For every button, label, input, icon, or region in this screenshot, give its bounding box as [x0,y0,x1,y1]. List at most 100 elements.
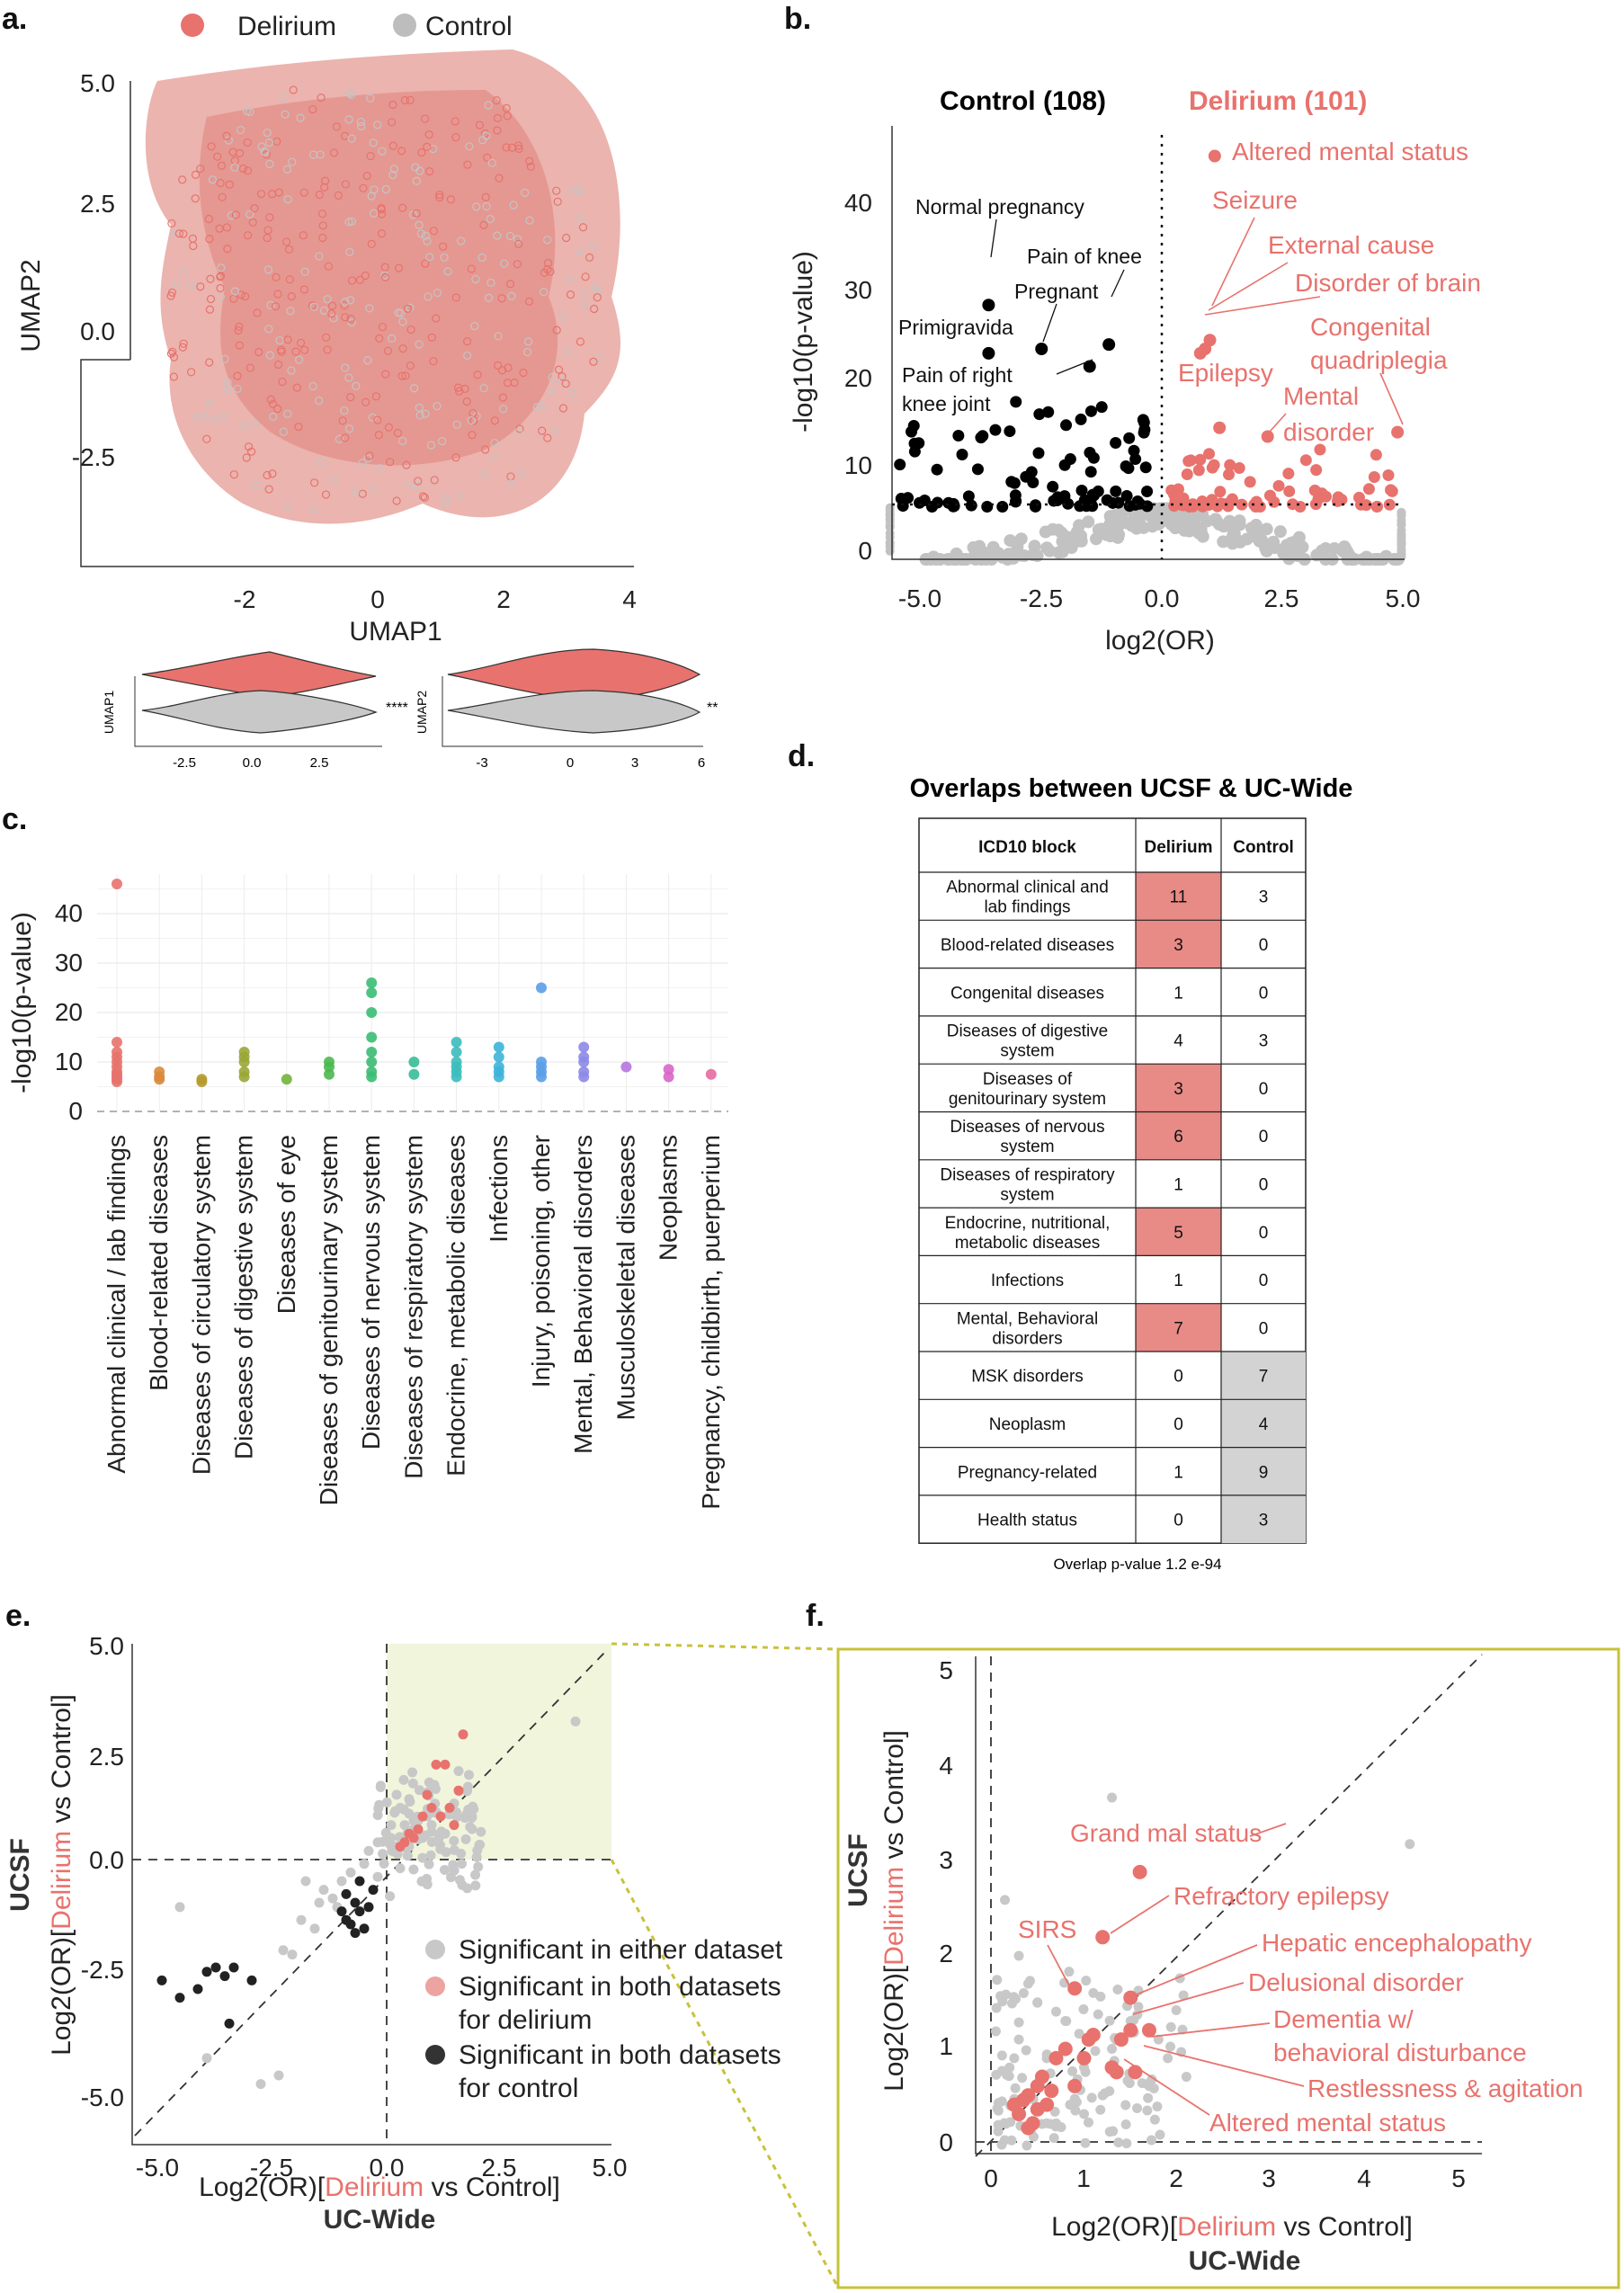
panel-a-label: a. [2,2,27,36]
umap-point [451,133,460,142]
volcano-point-delirium [1203,448,1216,460]
highlight-cell-delirium [1136,1111,1221,1160]
legend-control-label: Control [425,12,513,41]
scatter-point [1171,2005,1182,2016]
umap-point [376,464,385,473]
volcano-point-control [989,424,1002,436]
y-tick: 0 [939,2128,953,2156]
umap-point [462,397,471,406]
volcano-point-ns [1014,549,1028,562]
scatter-point [1121,2138,1132,2149]
umap-point [230,163,239,172]
scatter-point [454,1875,465,1886]
volcano-point-control [1139,461,1152,474]
strip-point [366,1031,378,1043]
umap-point [506,479,515,488]
umap-point [490,416,499,425]
scatter-point [309,1923,320,1934]
volcano-point-control [1032,447,1045,459]
x-tick: 5.0 [1386,584,1421,612]
umap-point [435,193,444,202]
umap-point [472,202,481,211]
y-tick: 0.0 [80,317,115,345]
umap-point [227,210,236,220]
scatter-point [470,1880,481,1891]
leader-line [1110,1895,1170,1934]
x-tick: 0 [984,2164,998,2192]
label-congenital: Congenital [1310,313,1431,341]
umap-point [566,186,576,195]
label-pain-of-right: Pain of right [902,363,1013,387]
umap-point [456,236,466,245]
scatter-point [246,1975,257,1985]
violin1-delirium [141,651,377,698]
legend-control-line2: for control [459,2074,578,2103]
strip-point [281,1074,292,1085]
volcano-point-ns [1396,511,1406,521]
scatter-point [1080,2137,1091,2148]
panel-b-axes [891,126,1405,560]
x-tick: 4 [1357,2164,1371,2192]
umap-point [481,192,490,202]
umap-point [558,312,567,321]
scatter-point [426,1826,437,1837]
label-normal-pregnancy: Normal pregnancy [915,195,1084,219]
scatter-point [991,2003,1002,2013]
table-cell-block: genitourinary system [949,1090,1106,1109]
umap-point [592,283,601,292]
umap-point [477,253,486,262]
ylabel-post: vs Control] [47,1694,76,1831]
umap-point [558,372,567,381]
volcano-labeled-point [1035,343,1048,355]
y-tick: -2.5 [81,1956,124,1984]
table-cell-block: Abnormal clinical and [946,879,1109,897]
volcano-point-control [1122,462,1135,475]
umap-point [272,272,281,281]
umap-point [578,223,588,232]
volcano-labeled-point [982,299,995,312]
umap-point [235,322,244,331]
strip-point [451,1047,462,1057]
category-label: Neoplasms [655,1135,683,1261]
panel-d-title: Overlaps between UCSF & UC-Wide [910,774,1353,803]
umap-point [281,110,290,119]
scatter-point [1149,2114,1160,2125]
volcano-point-delirium [1165,484,1178,496]
umap-point [329,475,338,485]
x-tick: 0.0 [1145,584,1180,612]
x-tick: 6 [698,755,705,771]
x-tick: -3 [476,755,487,771]
umap-point [192,414,201,423]
scatter-point [402,1851,413,1861]
umap-point [378,322,387,332]
y-tick: 0 [858,537,872,565]
xlabel-post: vs Control] [424,2173,560,2202]
scatter-point [1093,2009,1103,2020]
umap-point [398,317,407,326]
umap-point [544,258,553,268]
umap-point [347,217,356,226]
strip-point [493,1071,504,1083]
umap-point [219,413,228,422]
label-external-cause: External cause [1268,231,1434,259]
category-label: Abnormal clinical / lab findings [103,1135,130,1474]
category-label: Pregnancy, childbirth, puerperium [697,1135,725,1510]
scatter-point [201,2053,212,2064]
scatter-point [1004,2071,1014,2082]
umap-point [205,305,215,314]
table-cell-control: 4 [1259,1415,1269,1434]
umap-point [418,492,428,501]
umap-point [358,459,367,468]
umap-point [245,107,254,117]
scatter-point-labeled [1132,1864,1147,1879]
category-label: Mental, Behavioral disorders [569,1135,597,1454]
umap-point [296,113,305,122]
umap-point [367,192,376,201]
umap-point [380,263,389,272]
umap-point [369,138,378,147]
scatter-point [1133,2002,1144,2012]
x-tick: -5.0 [898,584,941,612]
panel-d-table: ICD10 block Delirium Control Abnormal clini… [918,817,1307,1544]
scatter-point [345,1919,356,1930]
panel-b-label: b. [784,2,811,36]
